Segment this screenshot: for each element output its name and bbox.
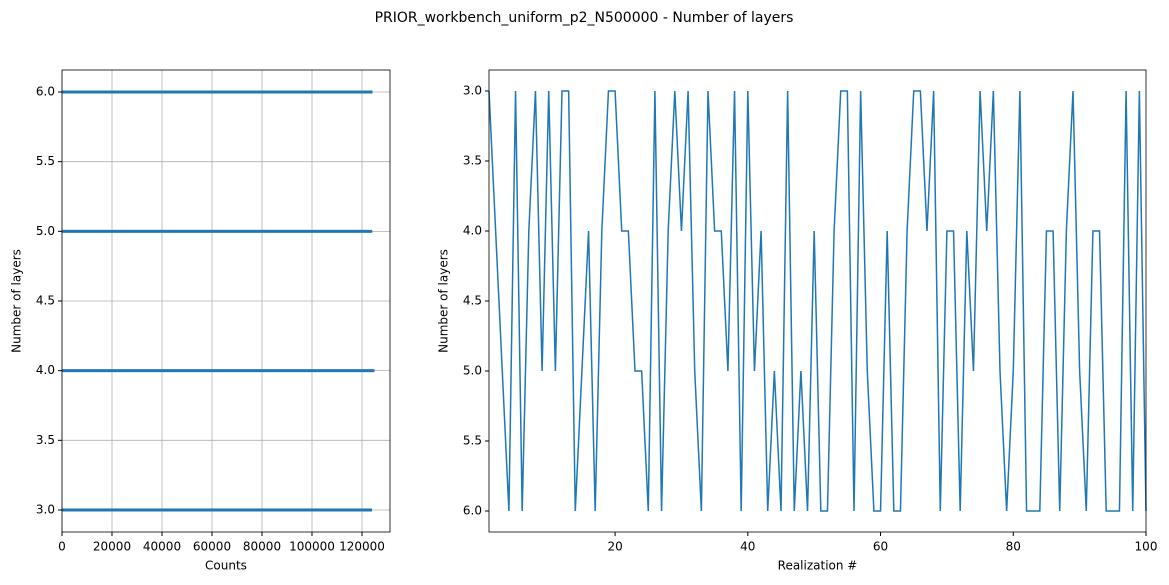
axes-frame <box>61 69 391 533</box>
x-tick-label: 20000 <box>93 540 131 554</box>
figure-title: PRIOR_workbench_uniform_p2_N500000 - Num… <box>375 10 794 26</box>
bar <box>62 90 373 94</box>
y-axis-label: Number of layers <box>437 249 451 353</box>
x-tick-label: 120000 <box>339 540 385 554</box>
y-tick-label: 4.0 <box>463 224 482 238</box>
y-tick-label: 3.5 <box>463 154 482 168</box>
y-tick-label: 4.5 <box>463 294 482 308</box>
y-tick-label: 3.5 <box>36 433 55 447</box>
line-series <box>488 90 1147 512</box>
y-tick-label: 3.0 <box>36 502 55 516</box>
y-tick-label: 5.5 <box>36 154 55 168</box>
x-axis-label: Realization # <box>778 559 858 573</box>
axes-frame <box>488 69 1147 533</box>
y-tick-label: 5.5 <box>463 434 482 448</box>
x-axis-label: Counts <box>205 559 247 573</box>
x-tick-label: 100 <box>1135 540 1158 554</box>
y-tick-label: 5.0 <box>463 364 482 378</box>
bar <box>62 508 372 512</box>
y-tick-label: 4.0 <box>36 363 55 377</box>
x-tick-label: 40000 <box>143 540 181 554</box>
x-tick-label: 80000 <box>243 540 281 554</box>
y-tick-label: 5.0 <box>36 224 55 238</box>
x-tick-label: 0 <box>58 540 66 554</box>
bar <box>62 229 373 233</box>
x-tick-label: 40 <box>740 540 755 554</box>
bar <box>62 369 375 373</box>
y-tick-label: 3.0 <box>463 84 482 98</box>
x-tick-label: 60000 <box>193 540 231 554</box>
y-tick-label: 6.0 <box>463 504 482 518</box>
y-tick-label: 4.5 <box>36 294 55 308</box>
y-tick-label: 6.0 <box>36 85 55 99</box>
x-tick-label: 100000 <box>289 540 335 554</box>
x-tick-label: 60 <box>873 540 888 554</box>
y-axis-label: Number of layers <box>10 249 24 353</box>
x-tick-label: 20 <box>607 540 622 554</box>
x-tick-label: 80 <box>1006 540 1021 554</box>
